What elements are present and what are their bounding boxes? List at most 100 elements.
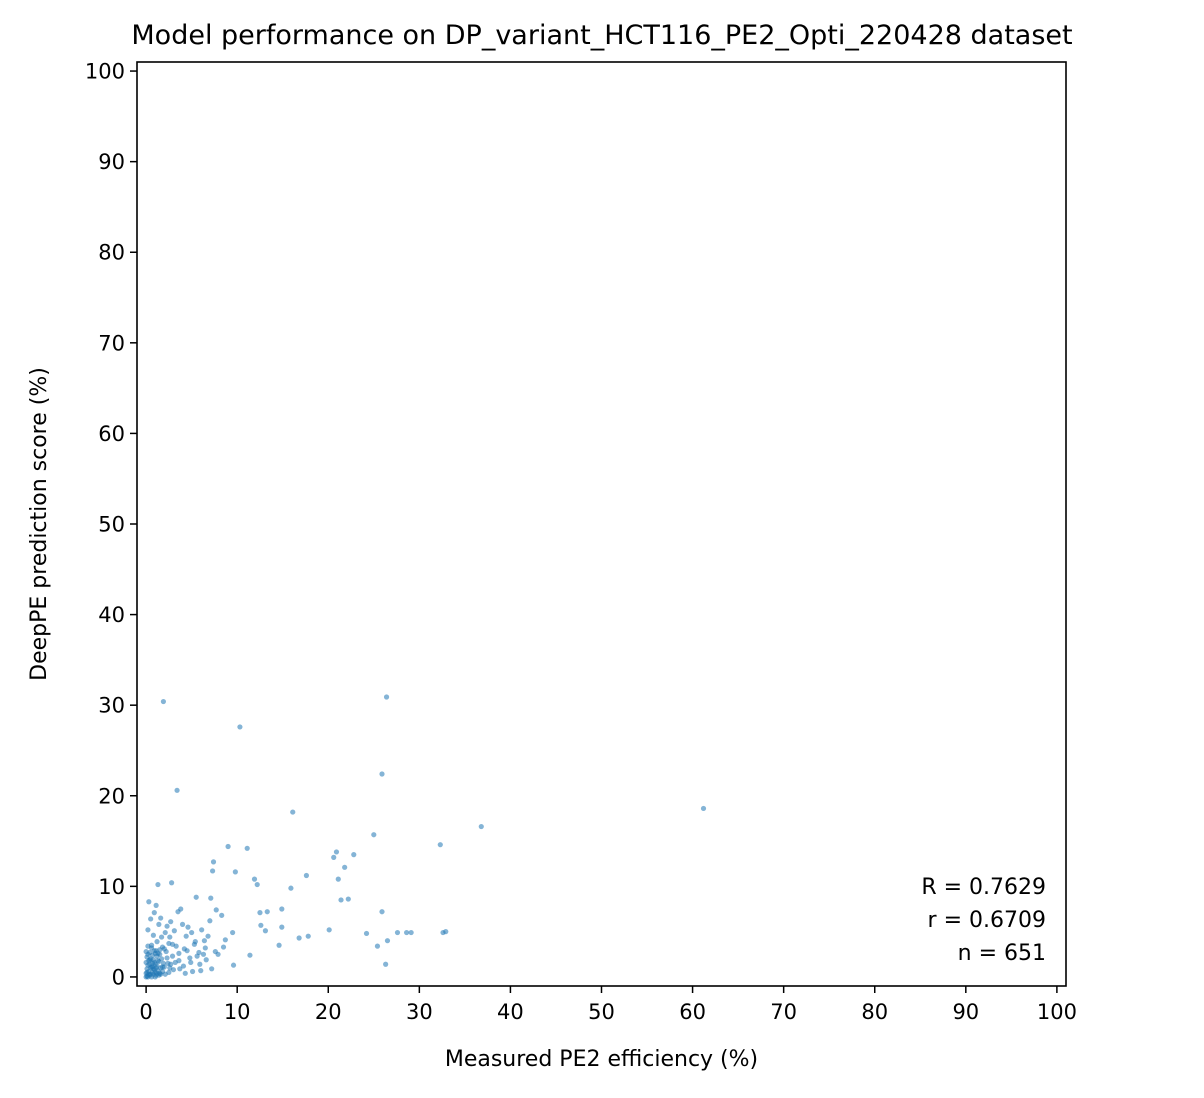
data-point [363,930,370,937]
data-point [209,966,215,972]
stat-sample-count: n = 651 [958,941,1046,966]
plot-frame [136,61,1067,987]
data-point [155,958,161,964]
data-point [264,909,270,915]
y-tick-label: 90 [98,150,125,174]
data-point [189,968,196,975]
data-point [182,970,188,976]
data-point [478,823,484,830]
data-point [345,896,351,902]
data-point [187,955,193,961]
data-point [196,949,202,956]
data-point [200,951,207,957]
data-point [205,933,211,939]
data-point [158,915,164,921]
x-tick-label: 20 [315,1000,342,1024]
stat-spearman-r: r = 0.6709 [928,908,1046,933]
data-point [154,939,160,945]
data-point [208,895,214,901]
data-point [179,921,186,928]
data-point [403,929,410,936]
data-point [171,928,177,934]
data-point [153,965,159,971]
data-point [384,938,391,944]
data-point [371,832,377,838]
x-tick-label: 70 [770,1000,797,1024]
x-tick-label: 90 [952,1000,979,1024]
data-point [443,929,449,935]
data-point [158,971,164,977]
data-point [162,971,168,977]
data-point [296,935,302,941]
data-point [383,694,390,700]
data-point [192,939,198,945]
data-point [155,881,161,888]
data-point [169,880,175,886]
data-point [251,876,258,882]
data-point [700,805,707,812]
data-point [230,962,237,968]
data-point [379,909,385,915]
data-point [219,912,225,918]
y-tick-label: 70 [98,331,125,355]
data-point [335,876,341,882]
data-point [383,961,389,967]
data-point [202,945,208,951]
data-point [379,771,385,777]
data-point [288,885,294,891]
data-point [342,864,348,870]
data-point [177,966,183,972]
data-point [207,918,213,924]
data-point [188,959,194,966]
data-point [303,872,310,879]
data-point [146,899,152,905]
x-tick-label: 50 [588,1000,615,1024]
y-tick-label: 60 [98,422,125,446]
data-point [174,787,180,793]
data-point [197,961,203,967]
data-point [203,957,209,963]
y-tick-label: 80 [98,241,125,265]
data-point [198,968,204,974]
data-point [213,907,219,913]
data-point [180,963,187,969]
data-point [326,927,332,933]
data-point [257,910,263,916]
y-tick-label: 30 [98,694,125,718]
data-point [258,922,264,928]
data-point [156,921,162,928]
data-point [193,894,199,900]
data-point [183,933,189,939]
data-point [254,881,260,888]
y-tick-label: 0 [112,965,125,989]
data-point [210,868,216,874]
y-tick-label: 20 [98,784,125,808]
data-point [153,902,159,908]
data-point [220,944,227,950]
x-tick-label: 60 [679,1000,706,1024]
data-point [145,943,151,949]
data-point [244,845,250,851]
data-point [230,929,236,936]
y-tick-label: 50 [98,513,125,537]
data-point [169,941,176,947]
data-point [162,929,168,936]
stat-pearson-r: R = 0.7629 [921,875,1046,900]
data-point [175,909,181,915]
data-point [176,950,182,956]
data-point [172,959,178,966]
y-tick-label: 10 [98,875,125,899]
x-axis-ticks: 0 10 20 30 40 50 60 70 80 90 100 [139,986,1077,1024]
y-axis-ticks: 0 10 20 30 40 50 60 70 80 90 100 [85,60,137,989]
data-point [210,859,217,865]
data-point [151,910,157,916]
data-points [143,694,707,980]
x-tick-label: 30 [406,1000,433,1024]
data-point [225,843,231,850]
data-point [333,849,340,855]
data-point [276,942,282,948]
y-tick-label: 100 [85,60,125,84]
x-axis-label: Measured PE2 efficiency (%) [445,1047,758,1072]
x-tick-label: 80 [861,1000,888,1024]
